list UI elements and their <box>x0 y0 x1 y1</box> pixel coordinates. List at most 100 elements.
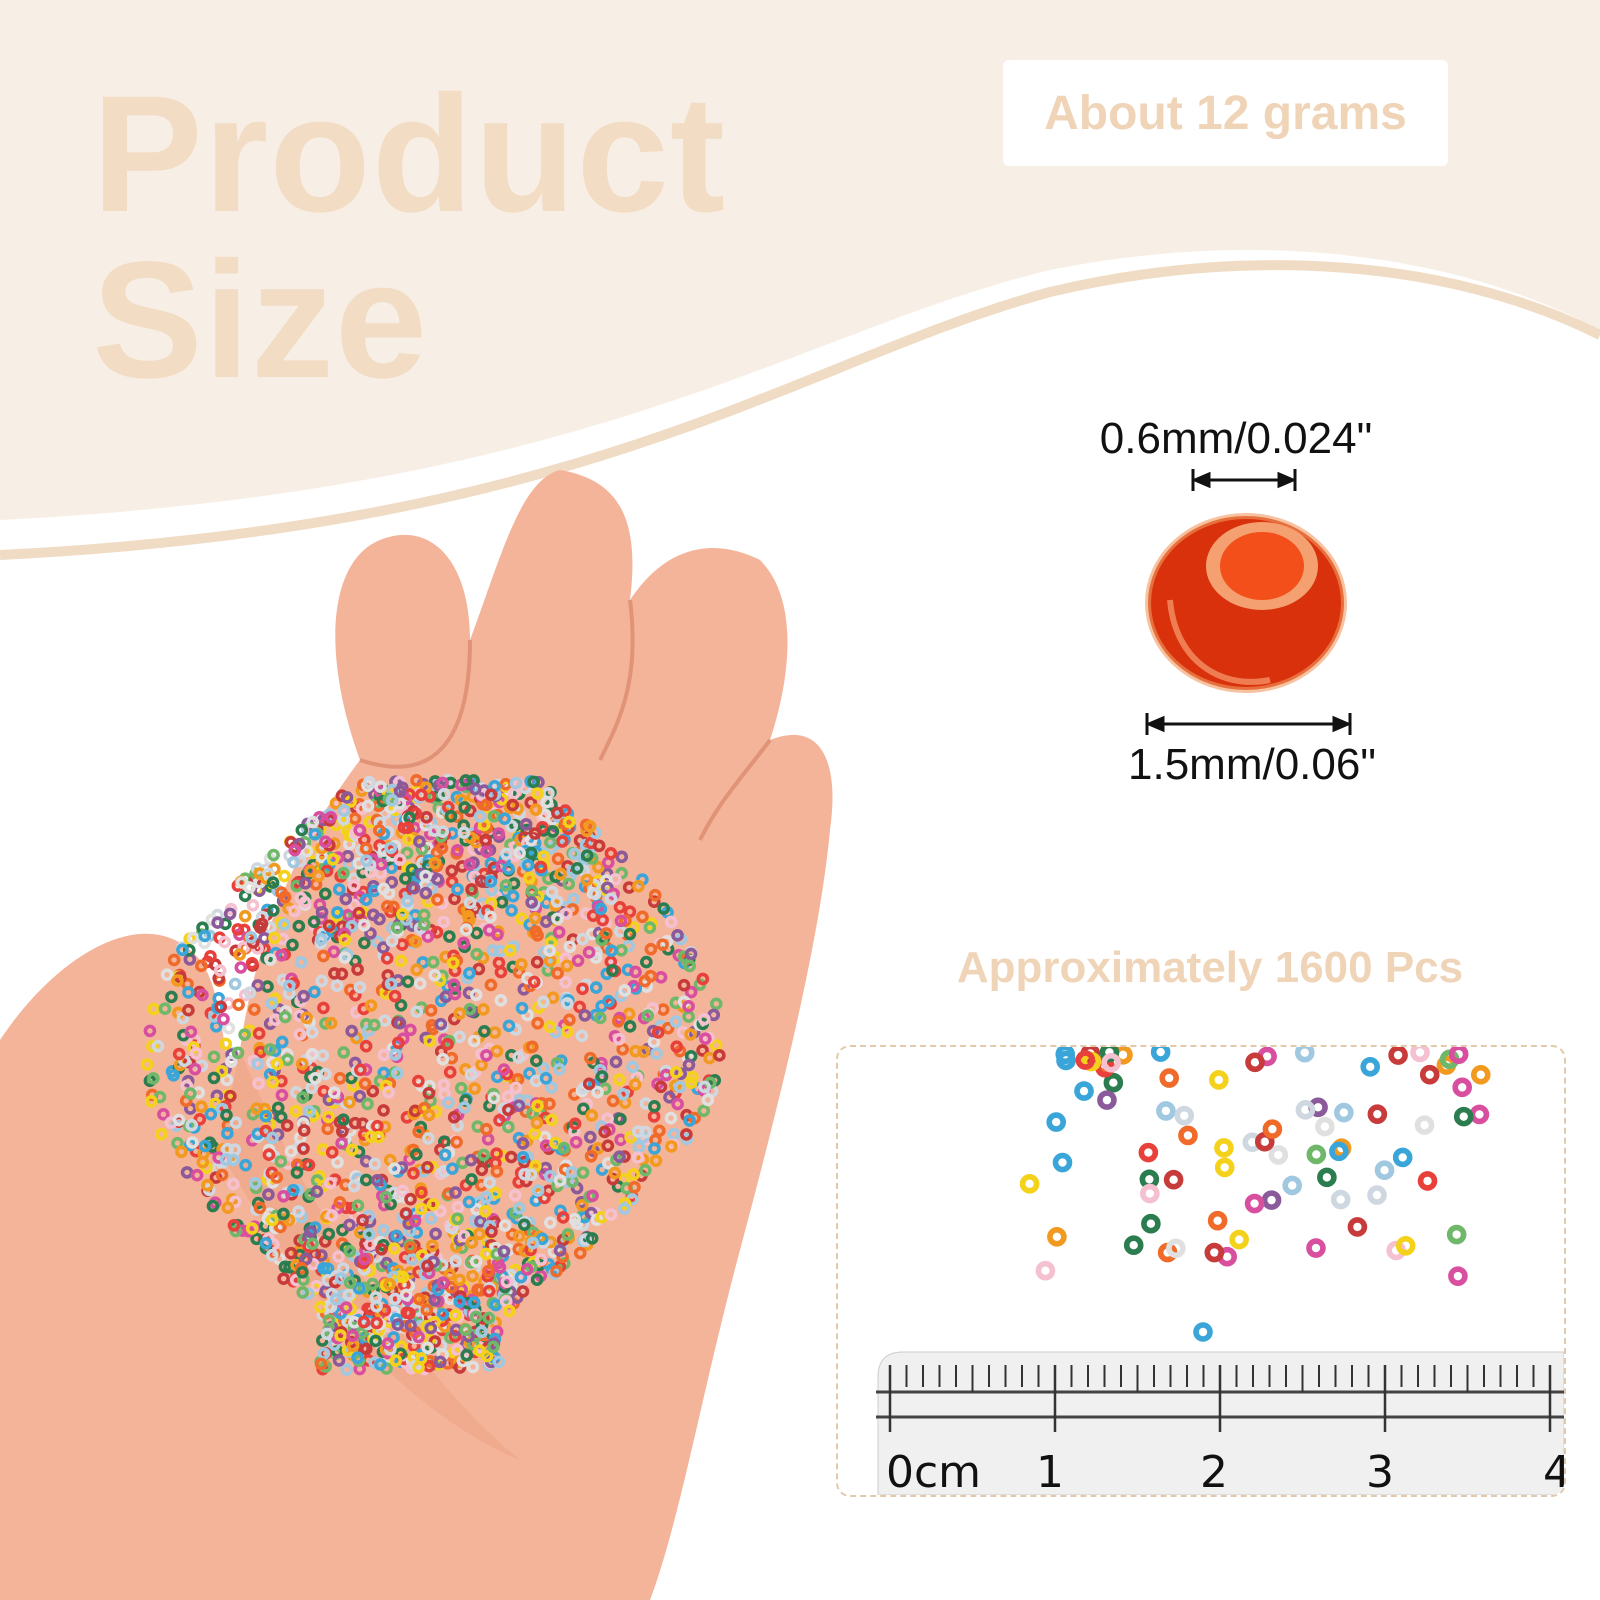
bead <box>292 919 306 933</box>
ruler: 0cm 1 2 3 4 <box>876 1351 1564 1495</box>
bead <box>223 907 237 921</box>
bead <box>537 995 550 1009</box>
bead <box>424 1321 438 1335</box>
bead <box>424 1004 438 1017</box>
bead <box>157 1107 170 1121</box>
bead <box>608 1166 622 1180</box>
bead <box>262 1148 276 1162</box>
bead <box>322 1110 335 1124</box>
bead <box>536 820 549 834</box>
bead <box>493 1261 507 1274</box>
bead <box>469 782 482 796</box>
bead <box>407 881 421 895</box>
bead <box>601 881 614 895</box>
bead <box>490 1165 504 1178</box>
bead <box>530 1116 544 1130</box>
bead <box>480 845 493 859</box>
bead <box>450 1135 463 1149</box>
ruler-label-3: 3 <box>1366 1447 1394 1495</box>
bead <box>522 871 536 885</box>
bead <box>287 855 300 869</box>
bead <box>465 1236 479 1249</box>
bead <box>447 978 461 992</box>
bead <box>385 934 399 948</box>
bead <box>573 1246 587 1260</box>
bead <box>505 904 518 917</box>
bead <box>320 864 334 878</box>
bead <box>509 1081 523 1095</box>
bead <box>231 923 245 936</box>
bead <box>189 1047 203 1060</box>
bead <box>475 1318 489 1332</box>
bead <box>460 1348 473 1362</box>
bead <box>308 828 322 841</box>
bead <box>436 1052 450 1066</box>
bead <box>404 1023 417 1037</box>
bead <box>559 976 573 989</box>
bead <box>647 895 661 909</box>
bead <box>459 923 473 936</box>
bead <box>463 858 476 871</box>
bead <box>544 835 557 849</box>
bead <box>359 842 373 855</box>
bead <box>467 1296 481 1309</box>
bead <box>594 1011 607 1025</box>
bead <box>534 860 548 874</box>
ruler-label-4: 4 <box>1543 1447 1564 1495</box>
bead <box>594 902 608 916</box>
bead <box>401 821 415 835</box>
bead <box>333 1071 347 1085</box>
bead <box>381 1337 395 1350</box>
bead <box>470 947 484 961</box>
bead <box>466 1360 480 1374</box>
bead <box>1178 1125 1198 1146</box>
bead <box>186 931 200 945</box>
bead <box>426 955 440 969</box>
bead <box>378 1014 392 1027</box>
bead <box>450 810 464 823</box>
bead <box>1074 1081 1094 1101</box>
bead <box>543 1020 557 1034</box>
bead <box>530 955 544 969</box>
bead <box>393 1016 407 1030</box>
bead <box>420 811 433 824</box>
bead <box>426 1239 439 1252</box>
bead <box>410 1226 424 1239</box>
bead <box>358 1077 372 1090</box>
bead <box>144 1094 158 1108</box>
bead <box>568 1117 582 1131</box>
bead <box>453 1030 466 1044</box>
bead <box>429 1227 442 1241</box>
bead <box>568 1212 581 1226</box>
bead <box>569 1135 583 1149</box>
bead <box>709 1039 723 1052</box>
bead <box>545 1081 558 1094</box>
bead <box>252 1027 266 1040</box>
bead <box>433 1204 447 1218</box>
bead <box>639 1163 652 1177</box>
bead <box>395 938 409 951</box>
bead <box>1448 1266 1468 1286</box>
bead <box>553 1174 567 1187</box>
bead <box>206 1199 220 1213</box>
bead <box>412 1125 426 1139</box>
bead <box>618 1197 632 1210</box>
bead <box>697 1104 711 1118</box>
bead <box>277 1207 290 1221</box>
bead <box>293 1028 307 1041</box>
bead <box>392 1036 405 1050</box>
bead <box>409 935 423 949</box>
bead <box>335 1125 349 1138</box>
bead <box>252 1077 265 1090</box>
bead <box>490 1044 504 1058</box>
bead <box>188 1062 202 1076</box>
bead <box>553 1244 567 1257</box>
bead <box>538 808 552 822</box>
bead <box>253 1201 267 1215</box>
bead <box>1295 1100 1316 1120</box>
bead <box>599 927 613 940</box>
bead <box>469 988 483 1002</box>
bead <box>609 1055 623 1069</box>
bead <box>446 1162 459 1175</box>
bead <box>546 991 560 1004</box>
